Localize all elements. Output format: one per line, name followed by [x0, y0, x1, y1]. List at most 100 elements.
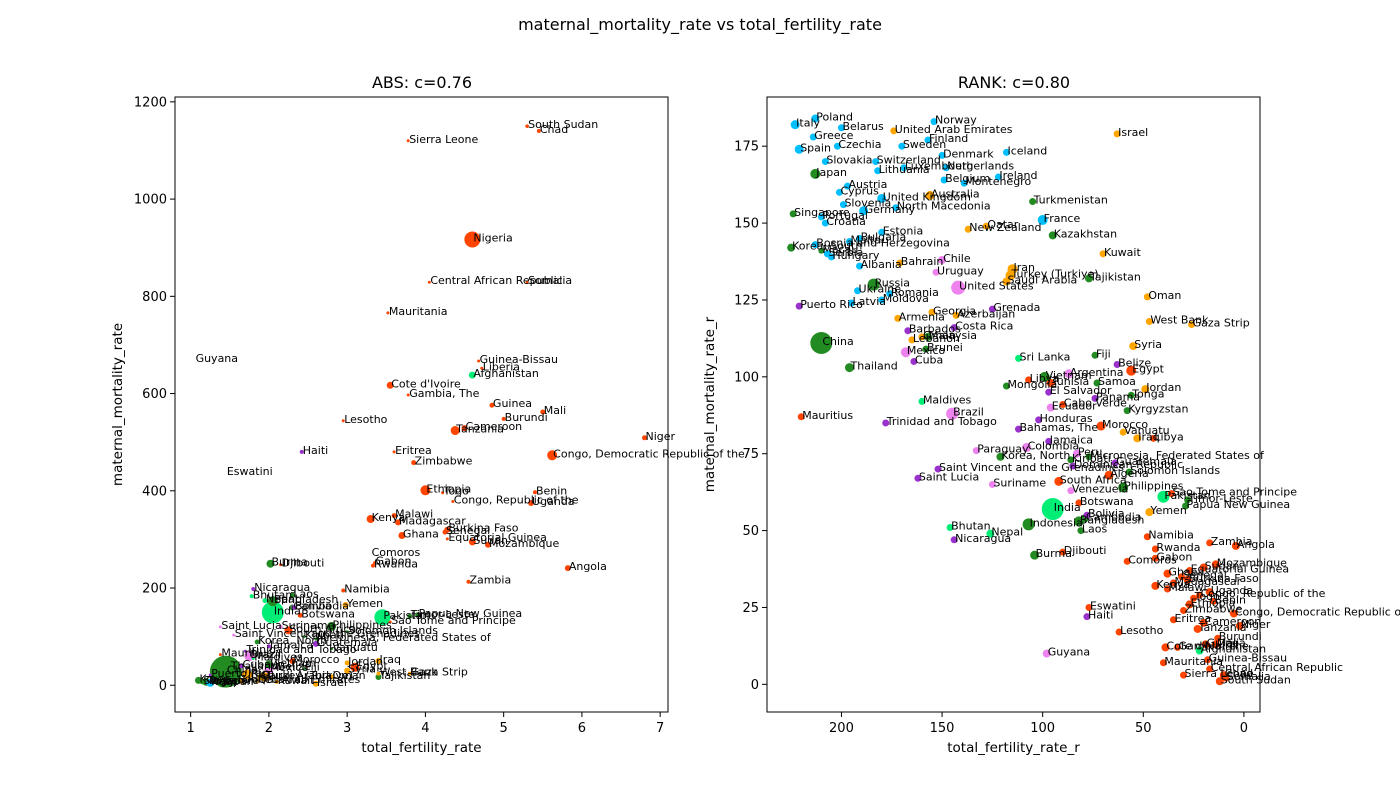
rank-point: [1183, 575, 1192, 584]
abs-point: [218, 653, 222, 657]
abs-point-label: Belize: [278, 660, 311, 673]
abs-point-label: Bhutan: [253, 588, 293, 601]
rank-point-label: Peru: [1078, 446, 1103, 459]
rank-point: [1178, 573, 1186, 581]
rank-point-label: Georgia: [933, 304, 976, 317]
rank-point: [1111, 459, 1119, 467]
rank-point-label: Congo, Republic of the: [1201, 587, 1326, 600]
abs-point-label: China: [227, 664, 258, 677]
rank-point: [839, 201, 847, 209]
rank-point: [886, 290, 894, 298]
abs-point-label: Namibia: [344, 582, 390, 595]
rank-point-label: Nepal: [991, 526, 1023, 539]
rank-point-label: Estonia: [883, 224, 924, 237]
rank-point-label: Finland: [929, 132, 968, 145]
abs-point-label: West Bank: [379, 666, 438, 679]
abs-point-label: Mozambique: [489, 537, 559, 550]
rank-point: [1046, 378, 1055, 387]
rank-point: [1182, 502, 1190, 510]
rank-point: [1045, 437, 1053, 445]
abs-point-label: Israel: [317, 676, 347, 689]
rank-point-label: Ukraine: [859, 283, 902, 296]
rank-point: [1201, 640, 1210, 649]
abs-point: [275, 666, 279, 670]
rank-point: [910, 357, 918, 365]
abs-point-label: Gaza Strip: [411, 666, 468, 679]
abs-point-label: Botswana: [301, 607, 355, 620]
abs-point-label: Niger: [646, 430, 676, 443]
rank-point: [856, 262, 864, 270]
abs-point-label: Yemen: [346, 597, 384, 610]
abs-point: [261, 601, 284, 624]
rank-point-label: Singapore: [794, 206, 850, 219]
abs-point-label: Philippines: [333, 618, 393, 631]
rank-point-label: Honduras: [1040, 412, 1093, 425]
abs-point: [218, 625, 222, 629]
abs-point-label: Uganda: [532, 495, 574, 508]
rank-y-axis-label: maternal_mortality_rate_r: [702, 316, 718, 492]
abs-point: [241, 669, 252, 680]
rank-point-label: Zambia: [1211, 535, 1253, 548]
rank-point-label: Haiti: [1088, 609, 1113, 622]
abs-point: [525, 280, 529, 284]
rank-point: [878, 296, 886, 304]
rank-point: [1015, 354, 1023, 362]
abs-point-label: Suriname: [282, 619, 335, 632]
abs-point-label: Kenya: [372, 511, 406, 524]
abs-point-label: Senegal: [446, 524, 490, 537]
rank-point: [1173, 643, 1181, 651]
rank-x-tick-label: 100: [1030, 721, 1055, 736]
abs-point: [525, 124, 529, 128]
rank-point-label: Korea, North: [1001, 449, 1070, 462]
rank-point-label: Samoa: [1098, 375, 1136, 388]
rank-point-label: Japan: [815, 166, 847, 179]
abs-point-label: Jordan: [347, 655, 383, 668]
rank-point: [1059, 548, 1067, 556]
rank-point-label: Kiribati: [1072, 452, 1111, 465]
abs-point-label: Laos: [293, 587, 319, 600]
abs-point: [342, 602, 349, 609]
rank-point: [1099, 250, 1107, 258]
abs-point: [386, 381, 394, 389]
abs-point: [279, 563, 283, 567]
rank-point: [950, 536, 958, 544]
rank-point-label: Croatia: [826, 215, 866, 228]
abs-point-label: Guinea: [493, 397, 532, 410]
rank-point: [1048, 231, 1057, 240]
rank-point-label: Greece: [814, 129, 853, 142]
abs-point: [341, 588, 346, 593]
rank-point: [1193, 624, 1202, 633]
abs-point-label: Cuba: [243, 658, 271, 671]
abs-point: [226, 663, 234, 671]
rank-point-label: Gaza Strip: [1193, 317, 1250, 330]
rank-point-label: Belize: [1118, 357, 1151, 370]
rank-point-label: Bahamas, The: [1020, 421, 1099, 434]
rank-point: [994, 173, 1002, 181]
rank-point-label: China: [822, 335, 853, 348]
abs-point: [278, 624, 283, 629]
rank-point-label: Mali: [1217, 636, 1239, 649]
abs-point: [299, 449, 304, 454]
rank-point: [1093, 379, 1101, 387]
rank-point-label: Kyrgyzstan: [1128, 403, 1188, 416]
abs-point-label: Japan: [222, 675, 254, 688]
rank-point: [928, 308, 936, 316]
abs-point-label: Bolivia: [295, 599, 332, 612]
rank-point-label: Eswatini: [1090, 599, 1136, 612]
rank-point: [867, 278, 880, 291]
abs-point: [489, 402, 495, 408]
rank-point-label: Maldives: [923, 393, 972, 406]
rank-point: [1222, 674, 1230, 682]
rank-point-label: Equatorial Guinea: [1191, 563, 1290, 576]
rank-point: [1069, 462, 1077, 470]
rank-point-label: Central African Republic: [1211, 661, 1343, 674]
rank-point: [938, 255, 947, 264]
rank-point: [964, 225, 972, 233]
abs-point: [480, 366, 484, 370]
rank-point: [1129, 342, 1138, 351]
rank-point-label: Laos: [1082, 523, 1108, 536]
rank-point-label: Czechia: [838, 138, 881, 151]
rank-point: [1045, 388, 1053, 396]
abs-point-label: Gabon: [376, 555, 412, 568]
rank-point-label: United Arab Emirates: [895, 123, 1013, 136]
